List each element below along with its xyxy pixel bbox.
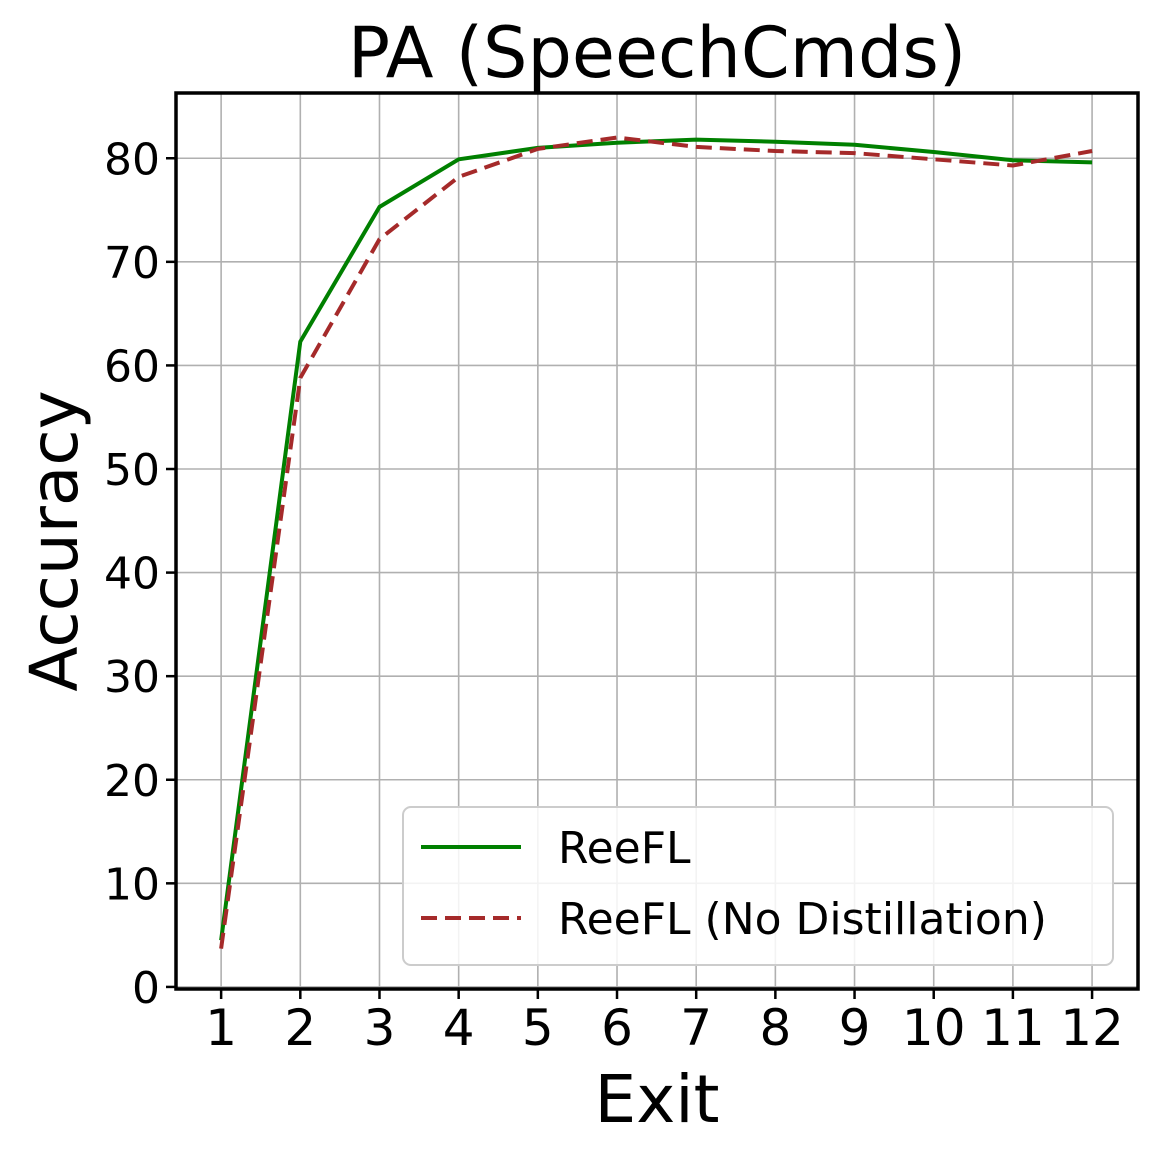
x-tick-label: 5	[522, 999, 554, 1057]
series-line-reefl-no-distillation	[219, 135, 1093, 949]
y-tick-label: 70	[104, 238, 160, 289]
y-tick-label: 60	[104, 341, 160, 392]
x-tick-label: 7	[680, 999, 712, 1057]
series-layer	[219, 135, 1093, 949]
x-tick-label: 1	[205, 999, 237, 1057]
x-tick-label: 4	[443, 999, 475, 1057]
plot-frame	[174, 91, 1140, 991]
y-tick-label: 30	[104, 652, 160, 703]
legend-box	[402, 806, 1114, 966]
x-tick-label: 9	[839, 999, 871, 1057]
y-tick-label: 0	[132, 963, 160, 1014]
y-tick-label: 20	[104, 756, 160, 807]
x-tick-label: 11	[981, 999, 1045, 1057]
y-axis-label: Accuracy	[16, 390, 93, 691]
x-tick-label: 2	[284, 999, 316, 1057]
y-tick-label: 10	[104, 859, 160, 910]
legend: ReeFL ReeFL (No Distillation)	[402, 806, 1114, 966]
y-tick-label: 80	[104, 134, 160, 185]
x-tick-label: 6	[601, 999, 633, 1057]
y-tick-label: 40	[104, 549, 160, 600]
x-axis-label: Exit	[595, 1061, 720, 1138]
chart-title: PA (SpeechCmds)	[348, 12, 966, 94]
legend-label-reefl: ReeFL	[558, 823, 691, 874]
x-tick-label: 10	[902, 999, 966, 1057]
legend-label-reefl-no-distillation: ReeFL (No Distillation)	[558, 894, 1047, 945]
x-tick-label: 3	[364, 999, 396, 1057]
y-tick-label: 50	[104, 445, 160, 496]
x-tick-label: 12	[1060, 999, 1124, 1057]
x-tick-label: 8	[759, 999, 791, 1057]
